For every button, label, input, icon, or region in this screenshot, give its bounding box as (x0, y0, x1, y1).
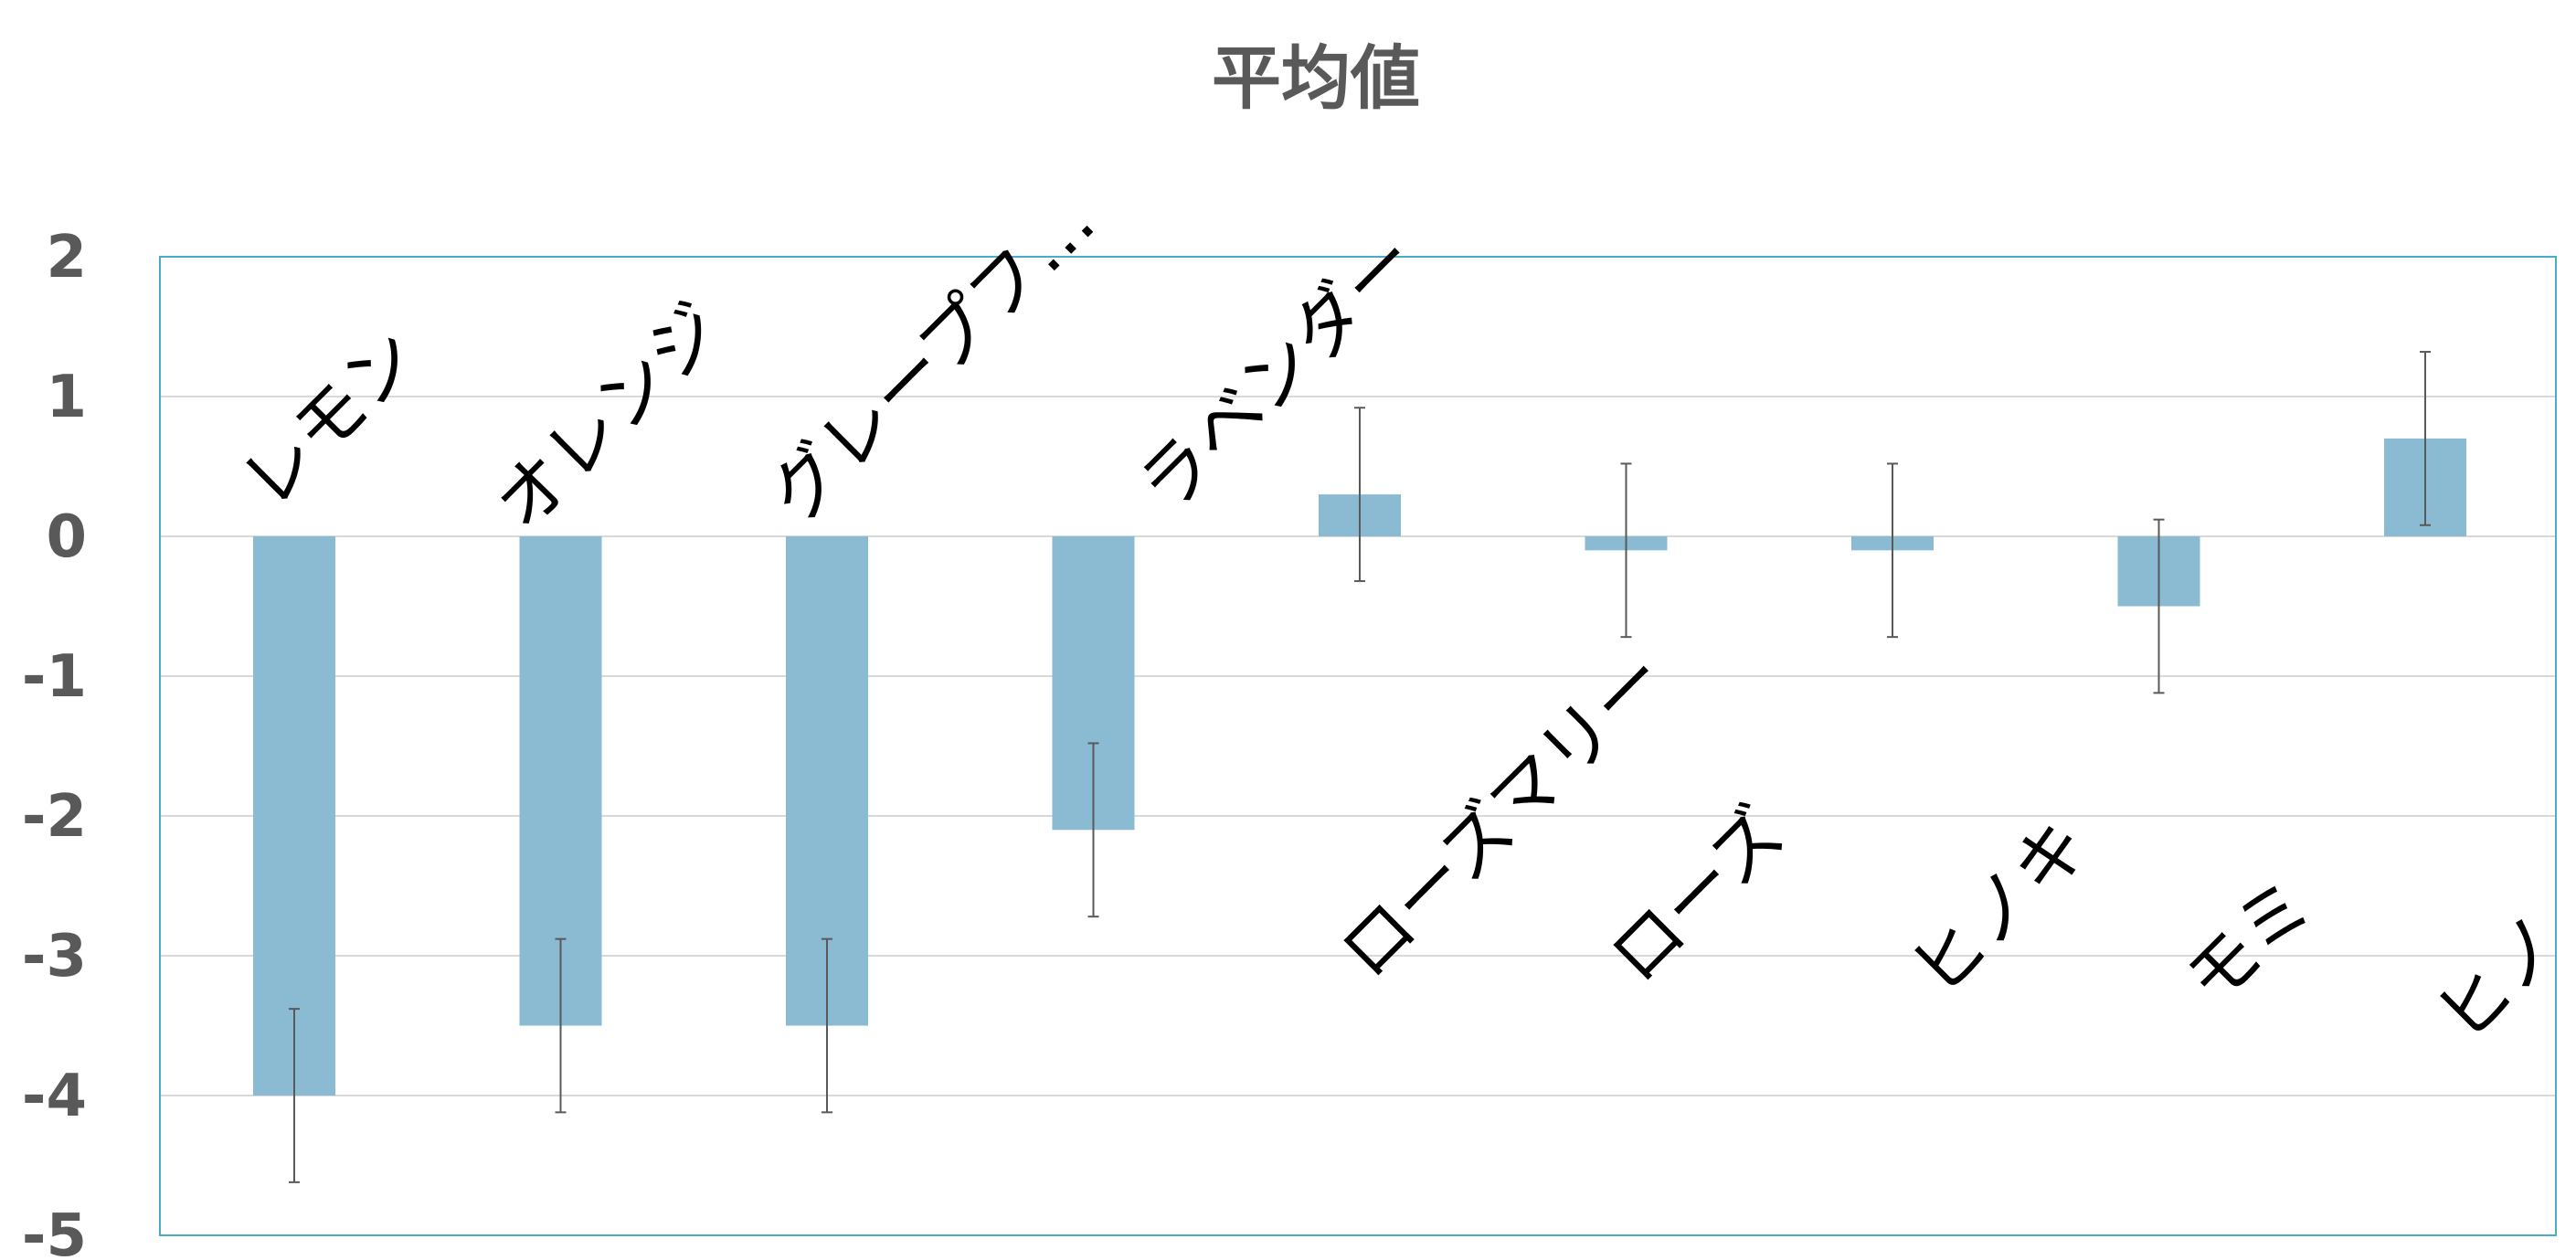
y-tick-label: -4 (22, 1063, 87, 1130)
y-tick-label: -5 (22, 1202, 87, 1260)
chart-title: 平均値 (1212, 37, 1420, 119)
error-bar-3 (822, 937, 832, 1114)
y-tick-label: -2 (22, 783, 87, 851)
y-tick-label: 2 (46, 224, 87, 291)
error-bar-4 (1087, 742, 1099, 918)
y-tick-label: -3 (22, 923, 87, 990)
y-tick-label: -1 (22, 643, 87, 711)
bar-1 (253, 536, 335, 1096)
error-bar-9 (2420, 351, 2431, 526)
error-bar-1 (289, 1008, 300, 1183)
category-label: ローズ (1595, 792, 1801, 999)
error-bar-6 (1620, 462, 1632, 639)
category-label: ヒノ (2422, 899, 2576, 1058)
error-bar-2 (555, 937, 567, 1114)
category-label: ラベンダー (1124, 218, 1434, 528)
category-label: モミ (2170, 863, 2329, 1022)
y-tick-label: 0 (46, 503, 87, 571)
category-label: レモン (227, 314, 436, 524)
category-label: グレープフ… (754, 180, 1111, 537)
y-axis-tick-labels: 2 1 0 -1 -2 -3 -4 -5 (22, 224, 87, 1260)
error-bar-5 (1354, 407, 1365, 582)
category-label: ヒノキ (1896, 803, 2105, 1012)
error-bar-8 (2153, 518, 2165, 694)
y-tick-label: 1 (46, 364, 87, 431)
error-bars (289, 351, 2431, 1183)
error-bar-7 (1887, 462, 1898, 639)
category-label: オレンジ (480, 287, 739, 546)
plot-area-border (159, 256, 2557, 1236)
grid-lines (160, 256, 2556, 1236)
